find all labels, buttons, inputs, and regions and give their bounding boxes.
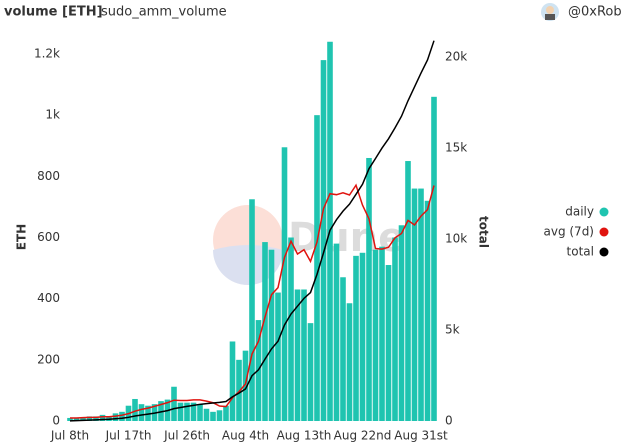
y2-tick-label: 5k bbox=[445, 322, 460, 336]
bar bbox=[236, 359, 242, 421]
bar bbox=[275, 292, 281, 421]
bar bbox=[405, 161, 411, 421]
bar bbox=[333, 243, 340, 421]
y-tick-label: 400 bbox=[37, 291, 60, 305]
bar bbox=[359, 252, 366, 421]
x-tick-label: Jul 26th bbox=[163, 429, 210, 443]
x-tick-label: Jul 17th bbox=[105, 429, 152, 443]
y2-tick-label: 0 bbox=[445, 414, 453, 428]
y-tick-label: 600 bbox=[37, 230, 60, 244]
bar bbox=[177, 402, 184, 421]
y2-tick-label: 15k bbox=[445, 140, 467, 154]
legend-label: daily bbox=[565, 205, 594, 219]
bar bbox=[366, 157, 372, 421]
y-tick-label: 0 bbox=[52, 414, 60, 428]
bar bbox=[418, 188, 424, 421]
bar bbox=[307, 323, 314, 421]
y-tick-label: 1.2k bbox=[34, 46, 60, 60]
bar bbox=[138, 404, 145, 421]
bar bbox=[184, 402, 190, 421]
bar bbox=[171, 386, 177, 421]
bar bbox=[288, 237, 294, 421]
legend-swatch bbox=[599, 227, 609, 237]
x-tick-label: Aug 4th bbox=[222, 429, 269, 443]
bar bbox=[398, 225, 405, 421]
bar bbox=[203, 408, 210, 421]
bar bbox=[132, 398, 138, 421]
legend-label: avg (7d) bbox=[543, 225, 594, 239]
bar bbox=[112, 413, 119, 421]
bar bbox=[314, 115, 320, 421]
bar bbox=[262, 242, 268, 421]
legend-label: total bbox=[567, 245, 594, 259]
chart-subtitle: sudo_amm_volume bbox=[101, 5, 227, 20]
bar bbox=[93, 416, 99, 421]
bar bbox=[73, 417, 80, 421]
y-tick-label: 800 bbox=[37, 169, 60, 183]
bar bbox=[216, 410, 223, 421]
bar bbox=[431, 96, 437, 421]
bar bbox=[372, 249, 379, 421]
bar bbox=[346, 303, 353, 421]
bar bbox=[190, 402, 197, 421]
bar bbox=[268, 249, 275, 421]
bar bbox=[86, 416, 93, 421]
bar bbox=[119, 411, 125, 421]
bar bbox=[80, 417, 86, 421]
y2-axis-label: total bbox=[477, 216, 491, 248]
avatar bbox=[541, 3, 559, 21]
y-tick-label: 1k bbox=[45, 108, 60, 122]
bar bbox=[385, 265, 392, 421]
bar bbox=[379, 246, 385, 421]
bar bbox=[294, 289, 301, 421]
bar bbox=[223, 405, 229, 421]
watermark-text: Dune bbox=[288, 215, 405, 261]
bar bbox=[99, 414, 106, 421]
bar bbox=[424, 200, 431, 421]
x-tick-label: Jul 8th bbox=[50, 429, 89, 443]
bar bbox=[249, 199, 255, 421]
y2-tick-label: 10k bbox=[445, 231, 467, 245]
y-tick-label: 200 bbox=[37, 352, 60, 366]
bar bbox=[320, 60, 327, 422]
bar bbox=[340, 277, 346, 421]
bar bbox=[301, 289, 307, 421]
line bbox=[70, 183, 435, 419]
bar bbox=[197, 404, 203, 421]
y-axis-label: ETH bbox=[15, 224, 29, 250]
legend-swatch bbox=[599, 207, 609, 217]
x-tick-label: Aug 31st bbox=[394, 429, 448, 443]
line bbox=[69, 40, 435, 422]
bar bbox=[353, 255, 359, 421]
legend-swatch bbox=[599, 247, 609, 257]
bar bbox=[158, 401, 164, 421]
x-tick-label: Aug 13th bbox=[277, 429, 332, 443]
chart-title: volume [ETH] bbox=[4, 5, 103, 20]
bar bbox=[392, 237, 398, 421]
author: @0xRob bbox=[568, 5, 622, 20]
x-tick-label: Aug 22nd bbox=[334, 429, 392, 443]
bar bbox=[229, 341, 236, 421]
bar bbox=[411, 188, 418, 421]
bar bbox=[210, 411, 216, 421]
bar bbox=[67, 417, 73, 421]
y2-tick-label: 20k bbox=[445, 49, 467, 63]
bar bbox=[281, 147, 288, 421]
bar bbox=[242, 350, 249, 421]
